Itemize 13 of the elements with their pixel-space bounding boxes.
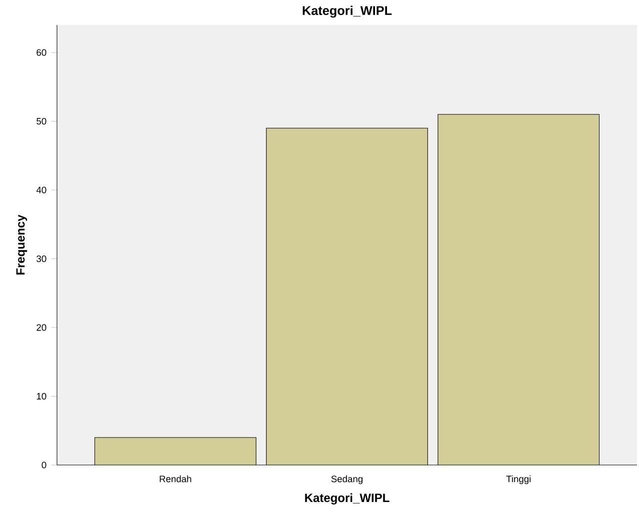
y-tick-label: 50 bbox=[36, 118, 46, 125]
y-tick-label: 30 bbox=[36, 255, 46, 262]
x-tick-label: Tinggi bbox=[506, 475, 531, 484]
y-tick-label: 0 bbox=[42, 462, 46, 468]
x-tick-label: Sedang bbox=[331, 475, 362, 484]
chart-title: Kategori_WIPL bbox=[302, 6, 392, 18]
y-tick-label: 10 bbox=[36, 392, 46, 400]
y-tick-label: 20 bbox=[36, 324, 46, 331]
x-axis-title: Kategori_WIPL bbox=[305, 493, 390, 505]
y-axis-title: Frequency bbox=[16, 214, 28, 275]
y-tick-label: 60 bbox=[36, 49, 46, 56]
y-tick-label: 40 bbox=[36, 186, 46, 194]
x-tick-label: Rendah bbox=[160, 475, 192, 482]
